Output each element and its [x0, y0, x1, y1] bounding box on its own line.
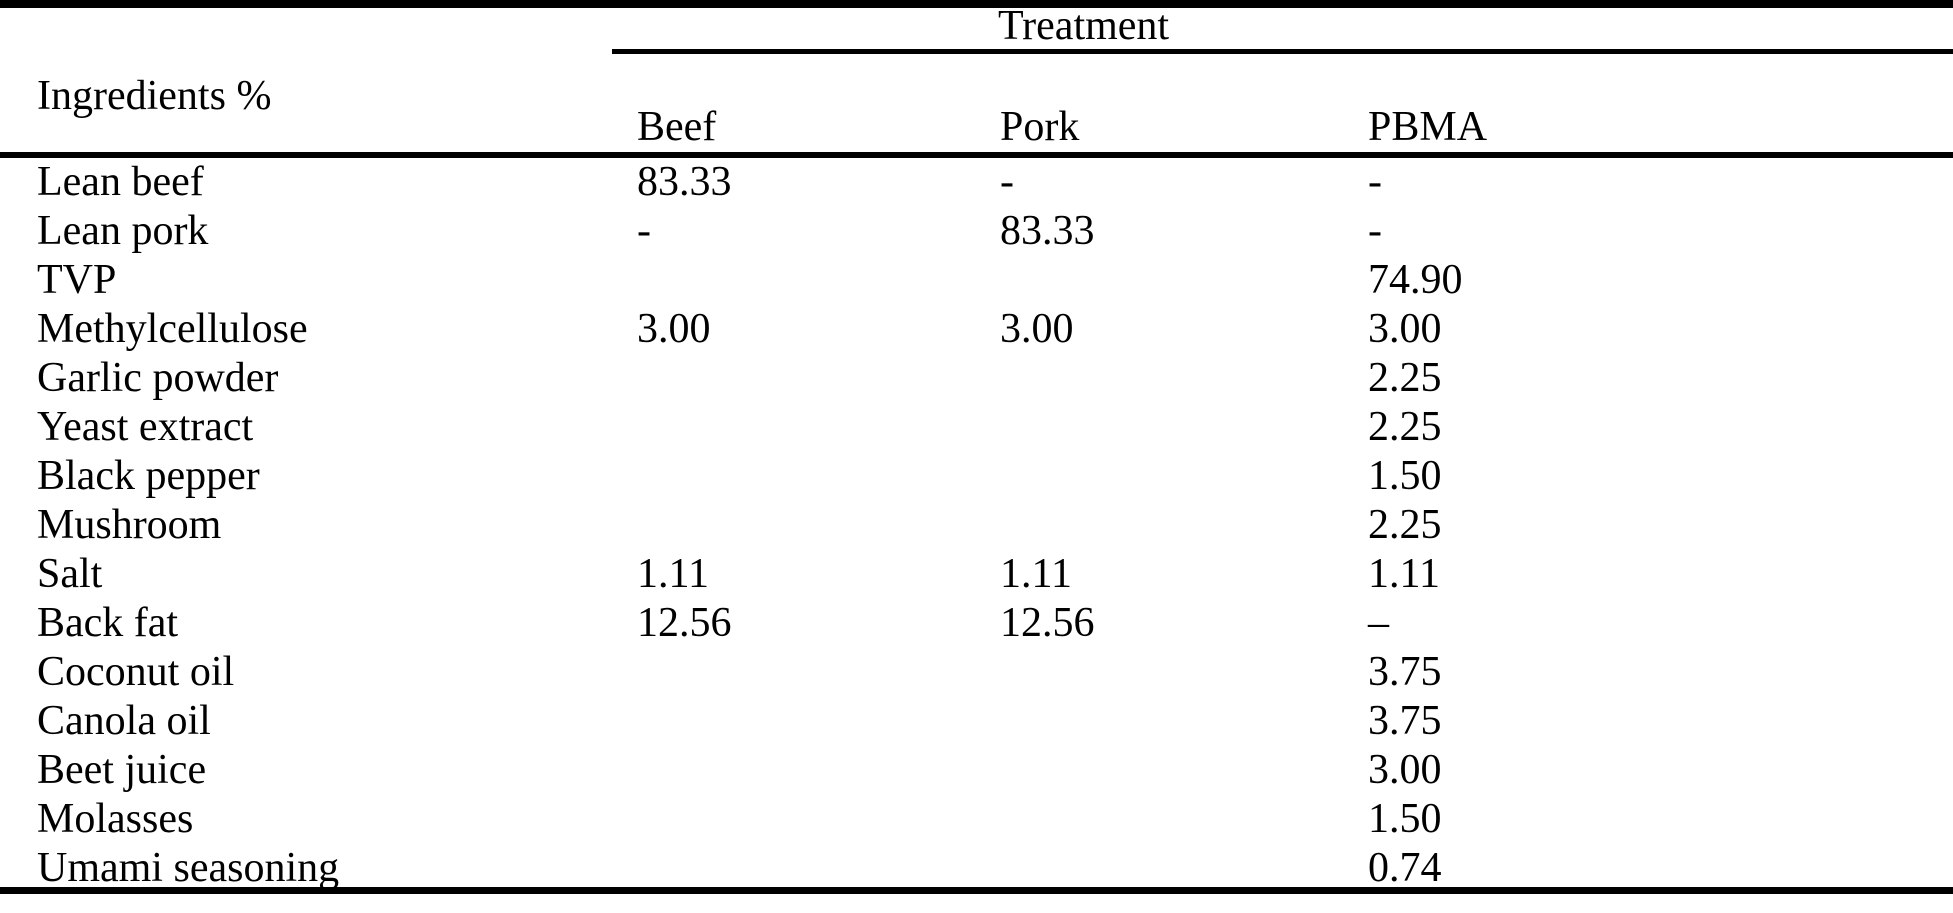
table-row: Beet juice 3.00: [0, 746, 1953, 795]
ingredient-cell: Mushroom: [37, 502, 222, 548]
pork-value-cell: -: [1000, 159, 1014, 205]
table-row: TVP 74.90: [0, 256, 1953, 305]
ingredient-cell: Canola oil: [37, 698, 211, 744]
ingredient-cell: Lean beef: [37, 159, 204, 205]
beef-value-cell: -: [637, 208, 651, 254]
table-top-rule: [0, 0, 1953, 8]
beef-value-cell: 3.00: [637, 306, 711, 352]
pbma-value-cell: 74.90: [1368, 257, 1463, 303]
beef-value-cell: 83.33: [637, 159, 732, 205]
table-row: Umami seasoning 0.74: [0, 844, 1953, 893]
pbma-value-cell: 1.50: [1368, 453, 1442, 499]
column-header-pbma: PBMA: [1368, 104, 1488, 150]
pbma-value-cell: 1.11: [1368, 551, 1440, 597]
pbma-value-cell: 3.75: [1368, 698, 1442, 744]
pbma-value-cell: 2.25: [1368, 404, 1442, 450]
pbma-value-cell: 3.00: [1368, 747, 1442, 793]
pbma-value-cell: -: [1368, 159, 1382, 205]
pbma-value-cell: 0.74: [1368, 845, 1442, 891]
ingredient-cell: Umami seasoning: [37, 845, 340, 891]
beef-value-cell: 12.56: [637, 600, 732, 646]
column-header-beef: Beef: [637, 104, 717, 150]
column-header-pork: Pork: [1000, 104, 1080, 150]
pbma-value-cell: –: [1368, 600, 1389, 646]
table-row: Methylcellulose 3.00 3.00 3.00: [0, 305, 1953, 354]
pbma-value-cell: 2.25: [1368, 355, 1442, 401]
table-row: Black pepper 1.50: [0, 452, 1953, 501]
ingredient-cell: Salt: [37, 551, 103, 597]
ingredient-cell: TVP: [37, 257, 117, 303]
table-row: Molasses 1.50: [0, 795, 1953, 844]
ingredient-cell: Methylcellulose: [37, 306, 308, 352]
ingredient-cell: Lean pork: [37, 208, 209, 254]
table-header-rule: [0, 152, 1953, 158]
pork-value-cell: 1.11: [1000, 551, 1072, 597]
ingredient-cell: Yeast extract: [37, 404, 254, 450]
table-row: Lean beef 83.33 - -: [0, 158, 1953, 207]
pbma-value-cell: 3.00: [1368, 306, 1442, 352]
ingredient-cell: Beet juice: [37, 747, 207, 793]
treatment-underline: [612, 49, 1953, 54]
table-bottom-rule: [0, 887, 1953, 894]
ingredients-column-header: Ingredients %: [37, 73, 272, 119]
table-row: Mushroom 2.25: [0, 501, 1953, 550]
treatment-header: Treatment: [998, 3, 1170, 49]
pbma-value-cell: 1.50: [1368, 796, 1442, 842]
beef-value-cell: 1.11: [637, 551, 709, 597]
ingredient-cell: Coconut oil: [37, 649, 235, 695]
pork-value-cell: 3.00: [1000, 306, 1074, 352]
pork-value-cell: 83.33: [1000, 208, 1095, 254]
ingredient-cell: Back fat: [37, 600, 179, 646]
pbma-value-cell: 2.25: [1368, 502, 1442, 548]
ingredient-cell: Black pepper: [37, 453, 260, 499]
ingredient-cell: Garlic powder: [37, 355, 279, 401]
table-row: Coconut oil 3.75: [0, 648, 1953, 697]
table-body: Lean beef 83.33 - - Lean pork - 83.33 - …: [0, 158, 1953, 893]
table-row: Lean pork - 83.33 -: [0, 207, 1953, 256]
table-row: Salt 1.11 1.11 1.11: [0, 550, 1953, 599]
pbma-value-cell: -: [1368, 208, 1382, 254]
table-row: Garlic powder 2.25: [0, 354, 1953, 403]
ingredient-cell: Molasses: [37, 796, 194, 842]
table-row: Canola oil 3.75: [0, 697, 1953, 746]
table-row: Back fat 12.56 12.56 –: [0, 599, 1953, 648]
pbma-value-cell: 3.75: [1368, 649, 1442, 695]
table-row: Yeast extract 2.25: [0, 403, 1953, 452]
pork-value-cell: 12.56: [1000, 600, 1095, 646]
